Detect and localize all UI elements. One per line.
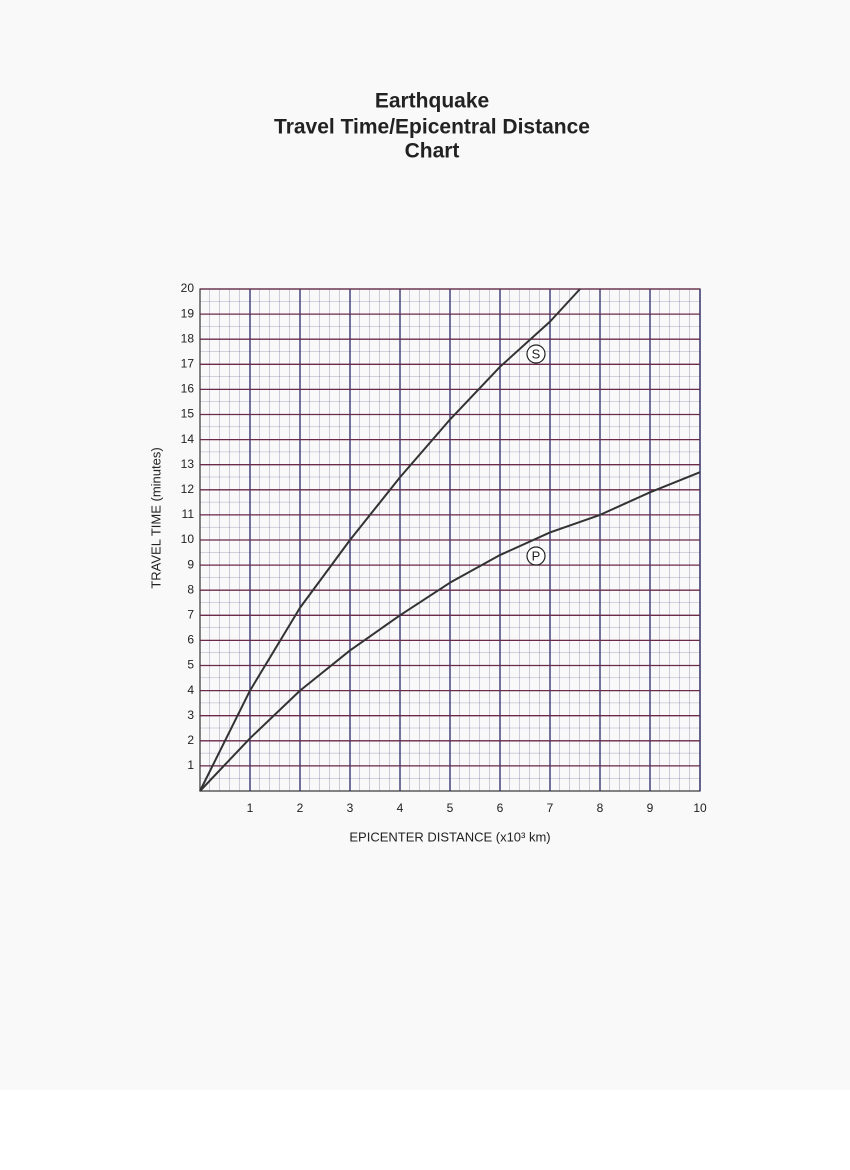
series-label-text: P [532, 548, 541, 563]
y-tick-label: 13 [181, 457, 195, 471]
y-tick-label: 16 [181, 382, 195, 396]
x-tick-label: 9 [647, 801, 654, 815]
scan-margin [0, 1090, 850, 1170]
chart-title: Travel Time/Epicentral Distance [274, 116, 590, 139]
x-tick-label: 1 [247, 801, 254, 815]
series-label-text: S [532, 346, 541, 361]
y-tick-label: 20 [181, 281, 195, 295]
chart-title: Chart [405, 140, 460, 163]
x-tick-label: 6 [497, 801, 504, 815]
y-tick-label: 7 [187, 607, 194, 621]
y-tick-label: 2 [187, 733, 194, 747]
travel-time-curve [199, 288, 581, 792]
y-tick-label: 12 [181, 482, 195, 496]
y-tick-label: 6 [187, 633, 194, 647]
x-tick-label: 2 [297, 801, 304, 815]
x-tick-label: 8 [597, 801, 604, 815]
travel-time-curve [199, 471, 701, 792]
y-tick-label: 9 [187, 557, 194, 571]
y-tick-label: 18 [181, 331, 195, 345]
y-tick-label: 3 [187, 708, 194, 722]
x-tick-label: 10 [693, 801, 707, 815]
x-tick-label: 4 [397, 801, 404, 815]
y-tick-label: 5 [187, 658, 194, 672]
y-tick-label: 15 [181, 407, 195, 421]
y-tick-label: 19 [181, 306, 195, 320]
y-tick-label: 8 [187, 582, 194, 596]
title-block: Earthquake Travel Time/Epicentral Distan… [274, 90, 590, 163]
label-circle [526, 546, 546, 566]
grid [200, 288, 701, 791]
x-axis-label: EPICENTER DISTANCE (x10³ km) [349, 829, 550, 844]
curves [199, 288, 701, 792]
x-tick-label: 7 [547, 801, 554, 815]
y-tick-label: 1 [187, 758, 194, 772]
x-tick-label: 5 [447, 801, 454, 815]
y-axis-label: TRAVEL TIME (minutes) [148, 447, 163, 588]
label-circle [526, 344, 546, 364]
y-tick-label: 10 [181, 532, 195, 546]
chart-title: Earthquake [375, 90, 489, 113]
series-label: S P [526, 344, 546, 566]
y-tick-label: 17 [181, 356, 195, 370]
y-tick-label: 11 [182, 507, 195, 521]
y-tick-label: 4 [187, 683, 194, 697]
x-tick-label: 3 [347, 801, 354, 815]
y-tick-label: 14 [181, 432, 195, 446]
